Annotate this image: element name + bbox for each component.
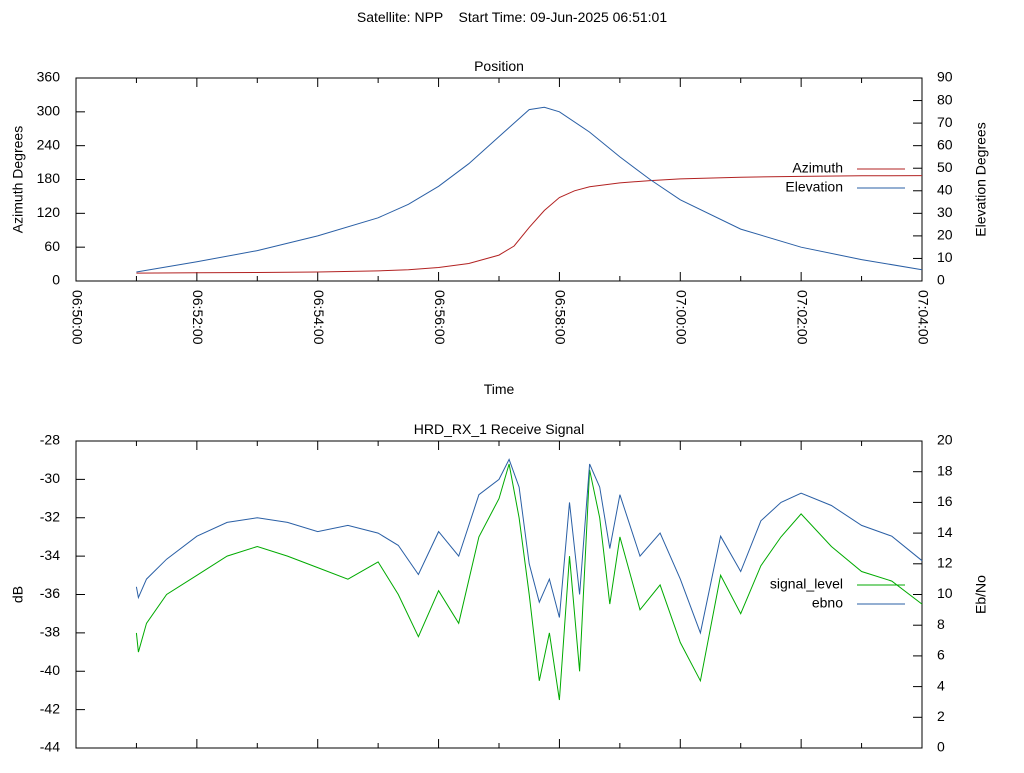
chart2-y2-tick-label: 4 [937, 677, 945, 693]
chart2-legend-label: signal_level [770, 576, 843, 592]
chart2-y2-tick-label: 6 [937, 647, 945, 663]
chart1-x-tick-label: 06:56:00 [432, 290, 448, 345]
chart2-y2-tick-label: 18 [937, 462, 953, 478]
chart1-y2-tick-label: 20 [937, 227, 953, 243]
chart1-x-tick-label: 07:02:00 [794, 290, 810, 345]
chart1-x-tick-label: 07:04:00 [915, 290, 931, 345]
chart2-y2-tick-label: 10 [937, 585, 953, 601]
chart2-y2-tick-label: 0 [937, 739, 945, 755]
chart2-series-ebno [135, 458, 923, 635]
chart2-y-tick-label: -28 [40, 432, 60, 448]
chart2-y-tick-label: -34 [40, 547, 60, 563]
chart2-y2-tick-label: 14 [937, 524, 953, 540]
chart2-y-tick-label: -36 [40, 585, 60, 601]
chart1-y2-tick-label: 90 [937, 69, 953, 85]
chart2-title: HRD_RX_1 Receive Signal [414, 421, 584, 437]
chart1-y2-tick-label: 10 [937, 249, 953, 265]
chart1-y2-tick-label: 40 [937, 181, 953, 197]
chart2-legend-label: ebno [812, 595, 843, 611]
chart1-y-tick-label: 240 [37, 136, 61, 152]
chart1-y-tick-label: 300 [37, 103, 61, 119]
chart2-y2-axis-label: Eb/No [973, 575, 989, 614]
chart1-x-tick-label: 06:52:00 [190, 290, 206, 345]
chart1-y2-tick-label: 0 [937, 272, 945, 288]
chart2-y2-tick-label: 2 [937, 708, 945, 724]
chart1-y-tick-label: 0 [52, 272, 60, 288]
chart1-y2-tick-label: 50 [937, 159, 953, 175]
chart2-y2-tick-label: 12 [937, 555, 953, 571]
chart1-x-tick-label: 06:54:00 [311, 290, 327, 345]
chart2-y2-tick-label: 8 [937, 616, 945, 632]
chart1-y-tick-label: 120 [37, 204, 61, 220]
chart2-y-tick-label: -40 [40, 662, 60, 678]
chart2-y-tick-label: -32 [40, 508, 60, 524]
chart2-y-tick-label: -44 [40, 739, 60, 755]
chart2-plot-frame [75, 440, 923, 749]
chart2-y-tick-label: -30 [40, 470, 60, 486]
chart1-x-tick-label: 06:58:00 [553, 290, 569, 345]
chart2-y-axis-label: dB [10, 586, 26, 603]
chart1-series-azimuth [136, 175, 923, 274]
chart1-legend-label: Azimuth [792, 160, 843, 176]
chart2-series-signal-level [135, 463, 923, 701]
chart1-y2-tick-label: 70 [937, 114, 953, 130]
chart1-y-axis-label: Azimuth Degrees [10, 126, 26, 233]
chart1-y2-tick-label: 30 [937, 204, 953, 220]
chart1-x-axis-label: Time [484, 381, 515, 397]
chart1-legend-label: Elevation [785, 179, 843, 195]
chart2-y2-tick-label: 20 [937, 432, 953, 448]
page-title: Satellite: NPP Start Time: 09-Jun-2025 0… [356, 9, 668, 25]
chart1-y-tick-label: 60 [44, 238, 60, 254]
chart1-series-elevation [136, 106, 923, 273]
chart1-y2-axis-label: Elevation Degrees [973, 122, 989, 236]
chart1-x-tick-label: 07:00:00 [674, 290, 690, 345]
chart1-title: Position [474, 58, 524, 74]
chart1-x-tick-label: 06:50:00 [69, 290, 85, 345]
chart2-y-tick-label: -42 [40, 700, 60, 716]
chart2-y-tick-label: -38 [40, 624, 60, 640]
chart1-y2-tick-label: 60 [937, 136, 953, 152]
chart1-y2-tick-label: 80 [937, 91, 953, 107]
chart1-y-tick-label: 180 [37, 170, 61, 186]
chart1-y-tick-label: 360 [37, 69, 61, 85]
chart2-y2-tick-label: 16 [937, 493, 953, 509]
